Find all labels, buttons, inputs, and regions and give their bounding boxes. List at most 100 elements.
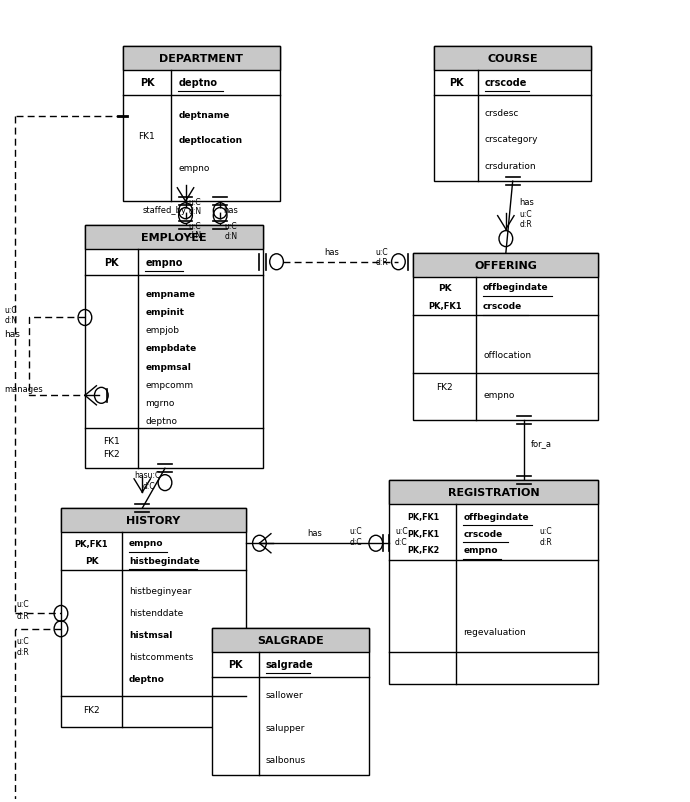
Bar [413, 253, 598, 421]
Text: FK2: FK2 [437, 383, 453, 392]
Text: salgrade: salgrade [266, 659, 313, 670]
Bar [61, 508, 246, 727]
Text: COURSE: COURSE [487, 54, 538, 63]
Text: for_a: for_a [531, 439, 552, 448]
Bar [61, 508, 246, 533]
Text: FK2: FK2 [83, 706, 100, 715]
Text: empcomm: empcomm [145, 380, 193, 389]
Text: hasu:C: hasu:C [134, 471, 161, 480]
Text: crscategory: crscategory [485, 136, 538, 144]
Text: empno: empno [463, 545, 497, 555]
Text: d:R: d:R [376, 258, 388, 267]
Text: u:C: u:C [540, 526, 553, 535]
Text: d:N: d:N [188, 207, 201, 216]
Bar [389, 480, 598, 504]
Text: crscode: crscode [483, 302, 522, 311]
Text: d:R: d:R [520, 220, 532, 229]
Text: SALGRADE: SALGRADE [257, 635, 324, 645]
Text: histbegindate: histbegindate [129, 556, 199, 565]
Text: histmsal: histmsal [129, 630, 172, 639]
Text: PK,FK1: PK,FK1 [407, 529, 439, 538]
Bar [123, 47, 280, 202]
Text: d:N: d:N [4, 316, 17, 325]
Text: empno: empno [483, 390, 515, 399]
Text: u:C: u:C [17, 637, 29, 646]
Text: DEPARTMENT: DEPARTMENT [159, 54, 244, 63]
Text: empjob: empjob [145, 326, 179, 335]
Text: PK,FK1: PK,FK1 [407, 512, 439, 521]
Text: u:C: u:C [376, 248, 388, 257]
Text: offbegindate: offbegindate [463, 512, 529, 521]
Text: empinit: empinit [145, 308, 184, 317]
Text: u:C: u:C [520, 209, 532, 218]
Text: PK: PK [448, 79, 463, 88]
Text: u:C: u:C [4, 306, 17, 314]
Text: d:N: d:N [188, 231, 201, 240]
Text: PK: PK [139, 79, 155, 88]
Text: u:C: u:C [350, 526, 362, 535]
Bar [212, 628, 369, 776]
Text: FK1: FK1 [104, 436, 120, 445]
Text: OFFERING: OFFERING [475, 261, 538, 270]
Text: has: has [520, 197, 535, 206]
Text: staffed_by: staffed_by [143, 205, 187, 214]
Text: PK: PK [228, 659, 242, 670]
Text: empmsal: empmsal [145, 363, 191, 371]
Text: deptno: deptno [145, 416, 177, 425]
Text: has: has [4, 330, 20, 338]
Text: PK: PK [85, 557, 98, 565]
Text: manages: manages [4, 385, 43, 394]
Text: FK1: FK1 [139, 132, 155, 140]
Text: PK: PK [104, 257, 119, 267]
Text: PK: PK [438, 284, 452, 293]
Text: deptname: deptname [178, 111, 230, 119]
Text: salbonus: salbonus [266, 755, 306, 764]
Text: offlocation: offlocation [483, 350, 531, 359]
Text: regevaluation: regevaluation [463, 627, 526, 637]
Text: PK,FK1: PK,FK1 [75, 540, 108, 549]
Text: histbeginyear: histbeginyear [129, 586, 191, 595]
Text: deptno: deptno [178, 79, 217, 88]
Text: d:C: d:C [350, 537, 362, 546]
Text: EMPLOYEE: EMPLOYEE [141, 233, 207, 243]
Text: sallower: sallower [266, 691, 303, 699]
Text: empno: empno [129, 539, 164, 548]
Bar [85, 226, 263, 249]
Bar [413, 253, 598, 277]
Text: empno: empno [145, 257, 183, 267]
Text: u:C: u:C [395, 526, 408, 535]
Text: HISTORY: HISTORY [126, 516, 181, 525]
Text: d:C: d:C [143, 482, 156, 491]
Text: crscode: crscode [485, 79, 527, 88]
Text: salupper: salupper [266, 723, 305, 731]
Text: crscode: crscode [463, 529, 502, 538]
Bar [434, 47, 591, 71]
Text: crsduration: crsduration [485, 161, 537, 171]
Text: crsdesc: crsdesc [485, 109, 520, 118]
Text: PK,FK1: PK,FK1 [428, 302, 462, 311]
Text: d:C: d:C [395, 537, 408, 546]
Text: histcomments: histcomments [129, 652, 193, 661]
Text: deptlocation: deptlocation [178, 136, 242, 145]
Bar [434, 47, 591, 182]
Text: REGISTRATION: REGISTRATION [448, 488, 540, 497]
Text: FK2: FK2 [104, 450, 120, 459]
Text: d:R: d:R [540, 537, 553, 546]
Text: has: has [307, 529, 322, 537]
Text: d:R: d:R [17, 646, 29, 656]
Text: u:C: u:C [224, 221, 237, 230]
Text: deptno: deptno [129, 674, 165, 683]
Bar [212, 628, 369, 652]
Text: PK,FK2: PK,FK2 [407, 545, 439, 555]
Text: empbdate: empbdate [145, 344, 197, 353]
Text: u:C: u:C [17, 600, 29, 609]
Text: empname: empname [145, 290, 195, 299]
Text: d:R: d:R [17, 611, 29, 620]
Bar [123, 47, 280, 71]
Text: has: has [324, 248, 339, 257]
Text: offbegindate: offbegindate [483, 283, 549, 292]
Text: has: has [224, 205, 239, 214]
Text: mgrno: mgrno [145, 399, 175, 407]
Text: empno: empno [178, 164, 210, 172]
Bar [389, 480, 598, 684]
